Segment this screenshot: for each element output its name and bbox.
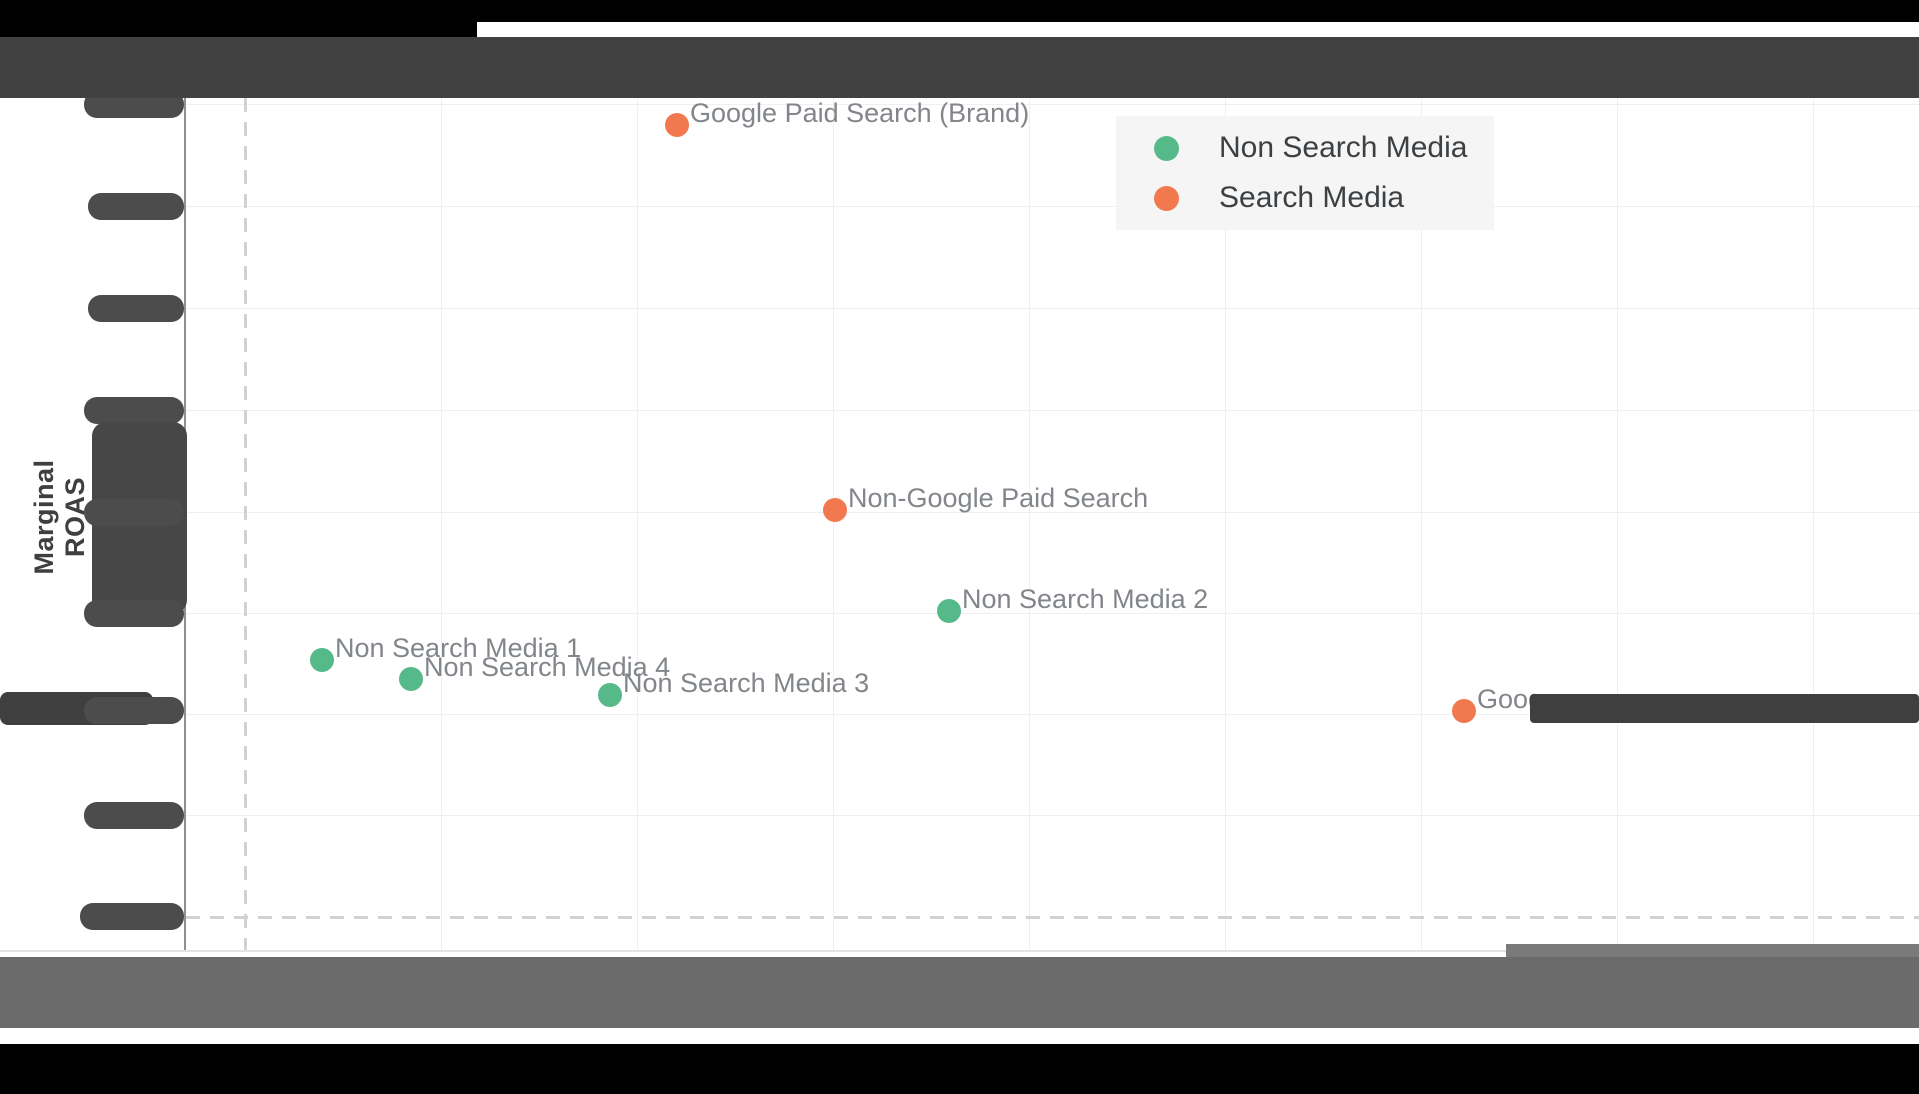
v-gridline	[1617, 98, 1618, 952]
top-toolbar-redacted	[0, 37, 1919, 98]
data-point[interactable]	[399, 667, 423, 691]
legend-label-non-search-media: Non Search Media	[1219, 131, 1468, 164]
chart-legend: Non Search Media Search Media	[1116, 116, 1494, 230]
v-gridline	[441, 98, 442, 952]
point-label: Non-Google Paid Search	[848, 483, 1149, 513]
h-gridline	[186, 206, 1919, 207]
x-axis-area-redacted	[0, 957, 1919, 1028]
legend-label-search-media: Search Media	[1219, 181, 1405, 214]
h-gridline	[186, 613, 1919, 614]
data-point[interactable]	[310, 648, 334, 672]
data-point[interactable]	[823, 498, 847, 522]
bottom-black-bar	[0, 1044, 1919, 1094]
y-axis-title: Marginal ROAS	[29, 459, 90, 575]
top-left-black-block	[0, 0, 477, 37]
point-label: Goog	[1477, 684, 1544, 714]
legend-item-non-search-media[interactable]: Non Search Media	[1154, 131, 1494, 165]
point-label: Non Search Media 3	[623, 668, 870, 698]
zero-line-vertical	[244, 98, 247, 952]
data-point[interactable]	[1452, 699, 1476, 723]
data-point[interactable]	[937, 599, 961, 623]
v-gridline	[1813, 98, 1814, 952]
point-label: Non Search Media 4	[424, 652, 671, 682]
point-label: Google Paid Search (Brand)	[690, 98, 1030, 128]
y-axis-line	[184, 98, 186, 952]
h-gridline	[186, 714, 1919, 715]
point-label: Non Search Media 2	[962, 584, 1209, 614]
h-gridline	[186, 512, 1919, 513]
top-black-bar	[0, 0, 1919, 22]
zero-line-horizontal	[186, 916, 1919, 919]
h-gridline	[186, 308, 1919, 309]
legend-marker-non-search-media-icon	[1154, 135, 1179, 161]
point-label: Non Search Media 1	[335, 633, 582, 663]
legend-marker-search-media-icon	[1154, 185, 1179, 211]
h-gridline	[186, 104, 1919, 105]
v-gridline	[833, 98, 834, 952]
legend-item-search-media[interactable]: Search Media	[1154, 181, 1494, 215]
v-gridline	[637, 98, 638, 952]
plot-bottom-edge	[0, 950, 1919, 952]
v-gridline	[1225, 98, 1226, 952]
data-point[interactable]	[665, 113, 689, 137]
h-gridline	[186, 815, 1919, 816]
data-point[interactable]	[598, 683, 622, 707]
v-gridline	[1421, 98, 1422, 952]
h-gridline	[186, 410, 1919, 411]
v-gridline	[1029, 98, 1030, 952]
